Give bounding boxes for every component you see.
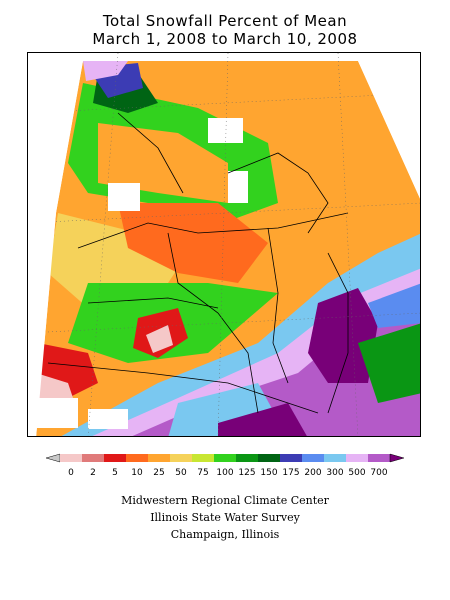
legend-tick-label: 125 bbox=[238, 468, 255, 478]
legend-tick-label: 75 bbox=[197, 468, 208, 478]
legend-swatch bbox=[126, 454, 148, 462]
legend-swatch bbox=[170, 454, 192, 462]
legend-swatch bbox=[368, 454, 390, 462]
credit-line-3: Champaign, Illinois bbox=[170, 528, 280, 541]
pink-zone-southwest bbox=[36, 373, 73, 403]
legend-arrow-high bbox=[389, 453, 405, 463]
map-date-range: March 1, 2008 to March 10, 2008 bbox=[92, 30, 358, 48]
lavender-zone-north bbox=[83, 61, 128, 81]
legend-swatch bbox=[214, 454, 236, 462]
legend-swatch bbox=[104, 454, 126, 462]
legend-scale: 0 2 5 10 25 50 75 100 125 150 175 200 300 500 700 bbox=[45, 453, 405, 478]
legend-tick-label: 2 bbox=[90, 468, 96, 478]
map-outside-left bbox=[28, 53, 83, 436]
legend-swatch bbox=[82, 454, 104, 462]
legend-swatch bbox=[60, 454, 82, 462]
no-data-patch bbox=[208, 118, 243, 143]
legend-tick-label: 200 bbox=[304, 468, 321, 478]
graticule bbox=[28, 53, 420, 436]
legend-arrow-low bbox=[45, 453, 61, 463]
deep-purple-zone bbox=[308, 288, 378, 383]
color-legend: 0 2 5 10 25 50 75 100 125 150 175 200 300 500 700 bbox=[40, 452, 410, 482]
legend-swatch bbox=[280, 454, 302, 462]
legend-swatch bbox=[324, 454, 346, 462]
legend-swatch bbox=[148, 454, 170, 462]
legend-swatch bbox=[302, 454, 324, 462]
legend-tick-label: 150 bbox=[260, 468, 277, 478]
state-boundaries bbox=[47, 112, 349, 414]
no-data-patch bbox=[108, 183, 140, 211]
legend-tick-label: 700 bbox=[370, 468, 387, 478]
legend-swatch bbox=[258, 454, 280, 462]
snowfall-map-graphic bbox=[28, 53, 420, 436]
orange-zone-central bbox=[118, 203, 268, 283]
legend-swatch bbox=[192, 454, 214, 462]
legend-tick-label: 25 bbox=[153, 468, 164, 478]
legend-swatch bbox=[346, 454, 368, 462]
legend-tick-label: 100 bbox=[216, 468, 233, 478]
blue-zone-east bbox=[368, 283, 420, 328]
no-data-patch bbox=[228, 171, 248, 203]
credit-line-1: Midwestern Regional Climate Center bbox=[121, 494, 329, 507]
purple-zone-south bbox=[218, 403, 307, 436]
map-title: Total Snowfall Percent of Mean bbox=[102, 12, 348, 30]
credit-line-2: Illinois State Water Survey bbox=[150, 511, 300, 524]
legend-swatch bbox=[236, 454, 258, 462]
green-zone-east bbox=[358, 323, 420, 403]
legend-tick-label: 50 bbox=[175, 468, 187, 478]
legend-tick-label: 300 bbox=[326, 468, 343, 478]
legend-tick-label: 10 bbox=[131, 468, 143, 478]
legend-tick-label: 5 bbox=[112, 468, 118, 478]
legend-tick-label: 0 bbox=[68, 468, 74, 478]
pink-zone-central bbox=[146, 325, 173, 353]
legend-tick-label: 500 bbox=[348, 468, 365, 478]
legend-tick-label: 175 bbox=[282, 468, 299, 478]
map-outside-right bbox=[358, 53, 420, 199]
snowfall-map bbox=[27, 52, 421, 437]
no-data-patch bbox=[88, 409, 128, 429]
